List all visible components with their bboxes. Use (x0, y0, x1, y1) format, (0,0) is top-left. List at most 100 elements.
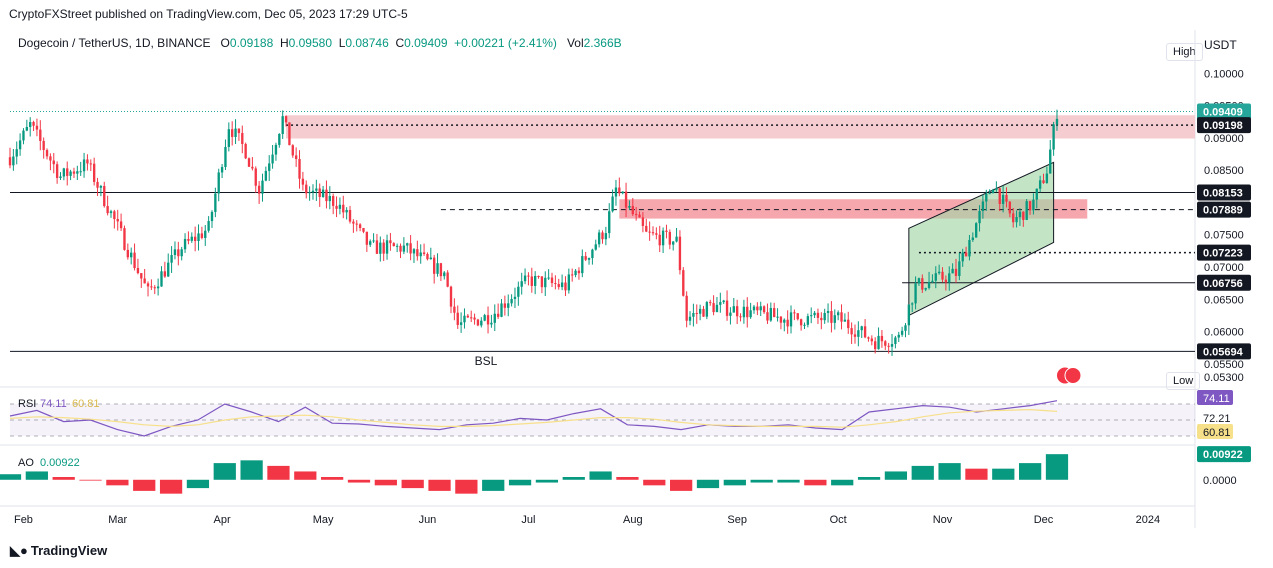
candle-body (375, 240, 379, 254)
ao-value: 0.00922 (40, 457, 80, 469)
candle-body (769, 308, 773, 321)
candle-body (345, 209, 348, 213)
tradingview-icon: ◣● (10, 543, 28, 558)
candle-body (907, 304, 911, 326)
candle-body (530, 276, 533, 286)
x-tick-label: Feb (14, 514, 33, 526)
candle-body (308, 192, 311, 194)
ao-bar (294, 471, 317, 480)
candle-body (739, 316, 742, 318)
candle-body (183, 238, 187, 250)
candle-body (143, 278, 146, 284)
candle-body (776, 316, 779, 318)
candle-body (224, 146, 227, 168)
candle-body (900, 330, 904, 335)
low-label: L (338, 36, 346, 50)
x-tick-label: Aug (623, 514, 643, 526)
level-price-label (1197, 184, 1251, 201)
x-tick-label: Sep (727, 514, 747, 526)
candle-body (544, 277, 547, 288)
candle-body (631, 206, 634, 215)
candle-body (1032, 199, 1035, 211)
candle-body (382, 242, 385, 254)
candle-body (799, 319, 803, 326)
rsi-ma-line (9, 408, 1058, 428)
candle-body (156, 286, 160, 289)
candle-body (749, 310, 752, 318)
rsi-axis-label: 60.81 (1203, 427, 1231, 439)
candle-body (362, 227, 365, 232)
ao-bar (857, 477, 881, 480)
candle-body (773, 308, 776, 318)
candle-body (321, 189, 325, 197)
candle-body (611, 196, 614, 212)
candle-body (466, 315, 470, 318)
candle-body (453, 306, 456, 313)
ao-bar (482, 479, 505, 491)
candle-body (406, 243, 409, 246)
candle-body (113, 211, 116, 220)
ao-bar (428, 479, 451, 491)
candle-body (1038, 180, 1042, 189)
candle-body (574, 270, 577, 276)
candle-body (820, 317, 823, 321)
candle-body (1045, 173, 1049, 183)
candle-body (49, 156, 52, 161)
candle-body (725, 300, 729, 316)
candle-body (1022, 211, 1025, 220)
candle-body (971, 237, 974, 241)
candle-body (880, 335, 884, 342)
candle-body (998, 188, 1001, 204)
price-label-text: 0.09198 (1203, 120, 1243, 132)
ao-bar (374, 479, 397, 486)
candle-body (1018, 211, 1022, 218)
candle-body (342, 204, 345, 213)
candle-body (369, 241, 372, 245)
candle-body (762, 306, 766, 313)
candle-body (72, 171, 76, 174)
candle-body (709, 302, 712, 304)
rsi-value: 74.11 (40, 398, 67, 410)
candle-body (550, 277, 554, 284)
currency-button[interactable]: USDT (1198, 36, 1243, 54)
candle-body (470, 317, 473, 319)
open-label: O (220, 36, 230, 50)
candle-body (958, 261, 961, 276)
candle-body (146, 283, 150, 287)
ascending-channel (908, 161, 1055, 317)
x-tick-label: Apr (214, 514, 231, 526)
candle-body (106, 206, 109, 214)
symbol-legend: Dogecoin / TetherUS, 1D, BINANCE O0.0918… (18, 36, 622, 50)
candle-body (291, 145, 294, 156)
candle-body (379, 242, 382, 254)
candle-body (894, 337, 897, 345)
candle-body (426, 253, 429, 260)
candle-body (180, 249, 183, 257)
annotation-label: BSL (475, 354, 498, 368)
candle-body (1005, 194, 1008, 202)
candle-body (8, 157, 12, 166)
x-tick-label: May (313, 514, 334, 526)
candle-body (167, 262, 170, 277)
candle-body (1012, 213, 1015, 223)
candle-body (92, 163, 96, 182)
candle-body (789, 312, 793, 327)
candle-body (934, 273, 937, 281)
candle-body (432, 257, 436, 274)
candle-body (567, 274, 571, 291)
candle-body (187, 238, 190, 241)
candle-body (22, 130, 25, 141)
candle-body (954, 268, 958, 276)
close-value: 0.09409 (404, 36, 448, 50)
candle-body (281, 116, 284, 134)
candle-body (863, 326, 867, 338)
candle-body (634, 214, 638, 216)
symbol-name[interactable]: Dogecoin / TetherUS, 1D, BINANCE (18, 36, 211, 50)
candle-body (968, 240, 971, 257)
candle-body (325, 189, 328, 202)
candle-body (523, 275, 527, 282)
candle-body (416, 249, 419, 257)
candle-body (1001, 194, 1005, 204)
tradingview-wordmark: TradingView (30, 543, 108, 558)
